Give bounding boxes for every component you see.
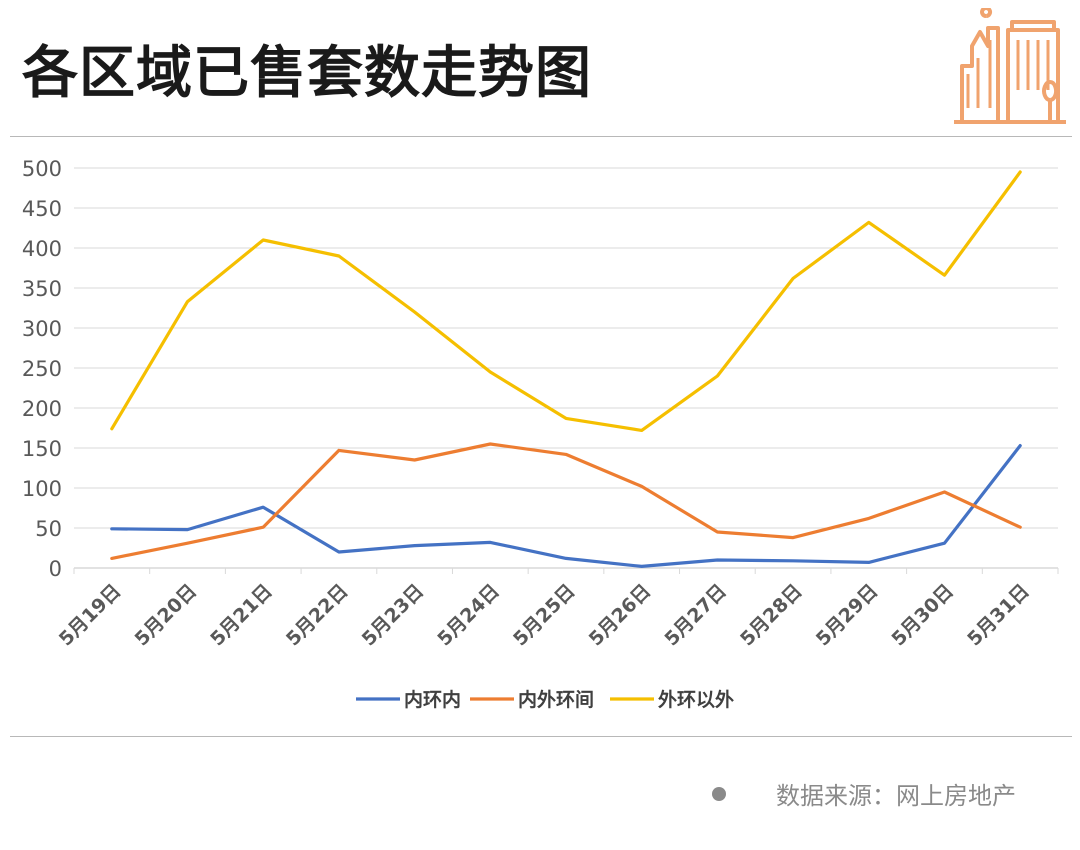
x-tick-label: 5月22日 <box>282 580 352 650</box>
x-tick-label: 5月20日 <box>131 580 201 650</box>
y-tick-label: 350 <box>22 277 62 301</box>
line-chart: 0 50 100 150 200 250 300 350 400 450 500 5月19日 5月20… <box>22 157 1059 711</box>
y-tick-label: 500 <box>22 157 62 181</box>
top-divider <box>10 136 1072 137</box>
series-line-2 <box>110 442 1022 561</box>
series-line-3 <box>110 170 1022 432</box>
source-note: 数据来源：网上房地产 <box>712 776 1016 811</box>
city-buildings-icon <box>954 8 1066 124</box>
chart-title: 各区域已售套数走势图 <box>22 41 592 106</box>
bottom-divider <box>10 736 1072 737</box>
y-tick-label: 200 <box>22 397 62 421</box>
y-tick-label: 100 <box>22 477 62 501</box>
legend-label: 内环内 <box>404 688 461 711</box>
legend-label: 内外环间 <box>518 688 594 711</box>
x-tick-label: 5月30日 <box>888 580 958 650</box>
y-tick-label: 50 <box>35 517 62 541</box>
x-tick-label: 5月24日 <box>433 580 503 650</box>
bullet-dot-icon <box>712 786 726 801</box>
y-tick-label: 250 <box>22 357 62 381</box>
source-text: 数据来源：网上房地产 <box>776 782 1016 810</box>
x-tick-label: 5月26日 <box>585 580 655 650</box>
x-tick-label: 5月28日 <box>736 580 806 650</box>
legend-label: 外环以外 <box>658 688 734 711</box>
x-tick-label: 5月29日 <box>812 580 882 650</box>
y-tick-label: 150 <box>22 437 62 461</box>
y-tick-label: 300 <box>22 317 62 341</box>
x-tick-label: 5月19日 <box>55 580 125 650</box>
x-tick-label: 5月27日 <box>660 580 730 650</box>
y-tick-label: 0 <box>49 557 62 581</box>
x-tick-label: 5月21日 <box>206 580 276 650</box>
x-tick-label: 5月23日 <box>358 580 428 650</box>
x-tick-label: 5月31日 <box>963 580 1033 650</box>
y-tick-label: 400 <box>22 237 62 261</box>
x-tick-label: 5月25日 <box>509 580 579 650</box>
y-tick-label: 450 <box>22 197 62 221</box>
series-line-1 <box>110 444 1022 569</box>
